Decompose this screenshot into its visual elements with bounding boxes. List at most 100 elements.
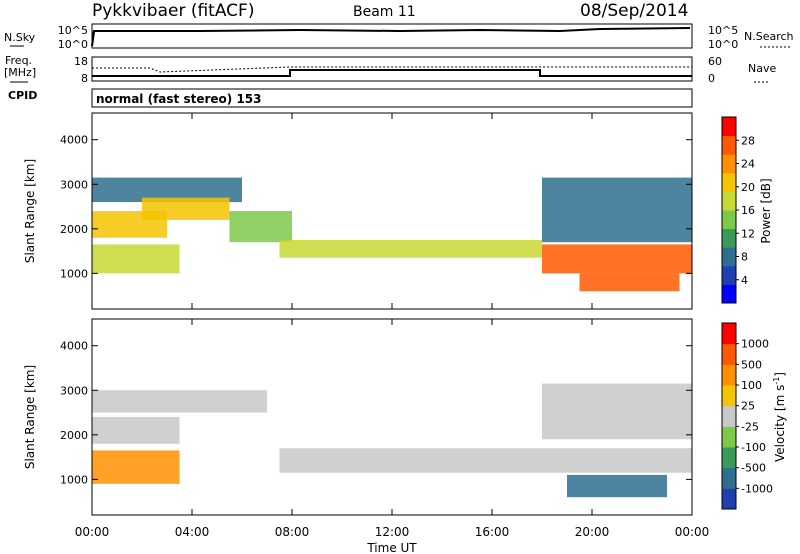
velocity-colorbar-seg-7 (722, 343, 736, 365)
nave-trace (92, 66, 692, 73)
date-label: 08/Sep/2014 (580, 1, 688, 21)
power-ytick-label-0: 1000 (60, 267, 88, 280)
velocity-ylabel: Slant Range [km] (23, 365, 37, 469)
power-band-8 (579, 273, 680, 292)
xtick-label-1: 04:00 (175, 525, 210, 539)
nave-tick-bottom: 0 (708, 72, 715, 85)
velocity-ytick-label-1: 2000 (60, 429, 88, 442)
velocity-colorbar-seg-8 (722, 323, 736, 345)
velocity-y-axis: 1000 2000 3000 4000 (60, 340, 692, 486)
power-colorbar-label-4: 12 (741, 227, 755, 240)
velocity-colorbar-seg-6 (722, 364, 736, 386)
freq-tick-bottom: 8 (81, 72, 88, 85)
xtick-label-2: 08:00 (275, 525, 310, 539)
cpid-label: CPID (8, 89, 37, 102)
power-ytick-label-2: 3000 (60, 178, 88, 191)
freq-label-line1: Freq. (5, 54, 32, 67)
power-colorbar-label: Power [dB] (759, 178, 773, 243)
velocity-colorbar-label-2: 100 (741, 379, 762, 392)
velocity-ytick-label-3: 4000 (60, 340, 88, 353)
station-title: Pykkvibaer (fitACF) (92, 1, 254, 21)
freq-panel: 18 8 60 0 Freq. [MHz] Nave (4, 54, 776, 85)
velocity-band-2 (92, 450, 180, 484)
velocity-colorbar-label-1: 500 (741, 358, 762, 371)
power-colorbar-seg-6 (722, 172, 736, 192)
nsky-label: N.Sky (4, 31, 36, 44)
nave-tick-top: 60 (708, 55, 722, 68)
power-ytick-label-3: 4000 (60, 134, 88, 147)
xtick-label-4: 16:00 (475, 525, 510, 539)
nsearch-label: N.Search (744, 30, 794, 43)
power-colorbar-seg-5 (722, 191, 736, 211)
power-colorbar-seg-4 (722, 210, 736, 230)
freq-tick-top: 18 (74, 55, 88, 68)
noise-trace (91, 27, 691, 47)
velocity-colorbar-label-7: -1000 (741, 482, 773, 495)
velocity-colorbar-seg-4 (722, 405, 736, 427)
noise-panel: 10^5 10^0 10^5 10^0 N.Sky N.Search (4, 23, 794, 51)
power-band-5 (279, 239, 542, 258)
power-colorbar-seg-8 (722, 135, 736, 155)
power-ylabel: Slant Range [km] (23, 159, 37, 263)
nave-label: Nave (748, 62, 776, 75)
velocity-colorbar-frame (721, 322, 737, 510)
noise-tick-top-right: 10^5 (708, 24, 738, 37)
velocity-colorbar-label-6: -500 (741, 462, 766, 475)
power-y-axis: 1000 2000 3000 4000 (60, 134, 692, 280)
velocity-band-1 (92, 417, 180, 444)
velocity-band-4 (542, 383, 692, 440)
freq-trace (92, 69, 692, 77)
velocity-band-5 (567, 474, 667, 498)
velocity-data (92, 383, 692, 498)
power-colorbar-label-6: 4 (741, 274, 748, 287)
velocity-colorbar-label-0: 1000 (741, 338, 769, 351)
cpid-panel: CPID normal (fast stereo) 153 (8, 88, 693, 108)
xtick-label-0: 00:00 (75, 525, 110, 539)
beam-label: Beam 11 (353, 4, 416, 20)
velocity-colorbar-seg-2 (722, 447, 736, 469)
power-colorbar-seg-3 (722, 228, 736, 248)
power-colorbar: 28 24 20 16 12 8 4 (721, 116, 755, 304)
cpid-text: normal (fast stereo) 153 (96, 92, 262, 106)
power-data (92, 177, 692, 292)
power-panel: 1000 2000 3000 4000 Slant Range [km] 28 24 20… (23, 112, 773, 310)
xlabel: Time UT (366, 541, 417, 554)
velocity-band-0 (92, 390, 267, 413)
power-band-4 (229, 211, 292, 243)
velocity-ytick-label-0: 1000 (60, 473, 88, 486)
velocity-ytick-label-2: 3000 (60, 384, 88, 397)
velocity-colorbar-label-5: -100 (741, 441, 766, 454)
noise-tick-bottom-right: 10^0 (708, 38, 738, 51)
xtick-label-6: 00:00 (675, 525, 710, 539)
xtick-label-3: 12:00 (375, 525, 410, 539)
power-colorbar-seg-1 (722, 265, 736, 285)
power-colorbar-seg-0 (722, 284, 736, 304)
power-band-6 (542, 244, 692, 274)
velocity-colorbar: 1000 500 100 25 -25 -100 -500 -1000 (721, 322, 773, 510)
velocity-colorbar-label-3: 25 (741, 400, 755, 413)
velocity-colorbar-seg-0 (722, 488, 736, 510)
power-colorbar-label-3: 16 (741, 204, 755, 217)
velocity-colorbar-label-4: -25 (741, 420, 759, 433)
power-colorbar-label-1: 24 (741, 158, 755, 171)
power-ytick-label-1: 2000 (60, 223, 88, 236)
power-band-7 (542, 177, 692, 243)
velocity-panel: 1000 2000 3000 4000 Slant Range [km] 1000 50… (23, 318, 787, 516)
power-colorbar-label-2: 20 (741, 181, 755, 194)
power-band-2 (142, 197, 230, 220)
noise-tick-bottom-left: 10^0 (58, 38, 88, 51)
power-colorbar-label-0: 28 (741, 134, 755, 147)
power-colorbar-seg-7 (722, 154, 736, 174)
velocity-band-3 (279, 448, 692, 473)
power-colorbar-seg-9 (722, 117, 736, 137)
noise-tick-top-left: 10^5 (58, 24, 88, 37)
xtick-label-5: 20:00 (575, 525, 610, 539)
velocity-colorbar-seg-5 (722, 385, 736, 407)
velocity-colorbar-seg-3 (722, 426, 736, 448)
velocity-colorbar-seg-1 (722, 467, 736, 489)
power-band-3 (92, 244, 180, 274)
power-colorbar-seg-2 (722, 247, 736, 267)
freq-label-line2: [MHz] (4, 66, 36, 79)
velocity-colorbar-label: Velocity [m s-1] (772, 372, 787, 462)
